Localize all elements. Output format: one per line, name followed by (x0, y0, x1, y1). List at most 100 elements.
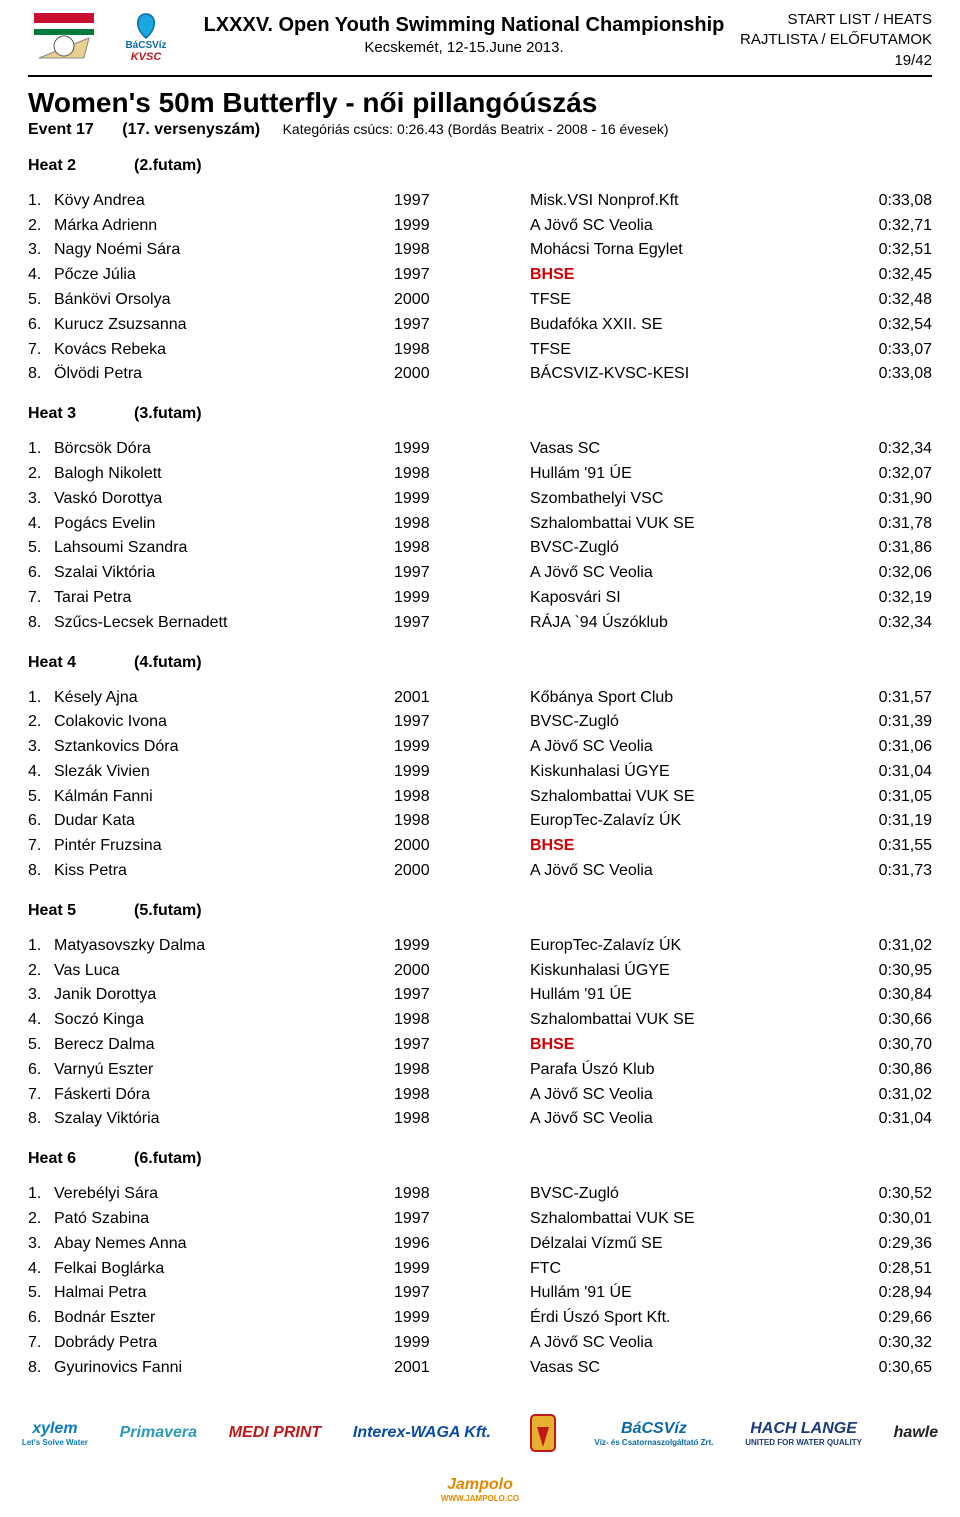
doc-type-en: START LIST / HEATS (732, 10, 932, 30)
table-row: 8.Gyurinovics Fanni2001Vasas SC0:30,65 (28, 1356, 932, 1381)
athlete-name: Colakovic Ivona (54, 710, 394, 735)
event-record: Kategóriás csúcs: 0:26.43 (Bordás Beatri… (283, 121, 669, 137)
entry-time: 0:30,84 (852, 983, 932, 1008)
sponsor-label: Jampolo (441, 1476, 519, 1494)
birth-year: 1998 (394, 512, 530, 537)
lane-number: 1. (28, 189, 54, 214)
lane-number: 1. (28, 1182, 54, 1207)
club-name: FTC (530, 1257, 852, 1282)
table-row: 7.Dobrády Petra1999A Jövő SC Veolia0:30,… (28, 1331, 932, 1356)
entry-time: 0:32,54 (852, 313, 932, 338)
page-header: BáCSVíz KVSC LXXXV. Open Youth Swimming … (28, 10, 932, 77)
table-row: 6.Dudar Kata1998EuropTec-Zalavíz ÚK0:31,… (28, 809, 932, 834)
lane-number: 5. (28, 288, 54, 313)
birth-year: 1998 (394, 1182, 530, 1207)
table-row: 5.Bánkövi Orsolya2000TFSE0:32,48 (28, 288, 932, 313)
lane-number: 2. (28, 959, 54, 984)
athlete-name: Lahsoumi Szandra (54, 536, 394, 561)
lane-number: 6. (28, 1306, 54, 1331)
athlete-name: Vaskó Dorottya (54, 487, 394, 512)
table-row: 5.Kálmán Fanni1998Szhalombattai VUK SE0:… (28, 785, 932, 810)
birth-year: 1999 (394, 487, 530, 512)
table-row: 8.Szalay Viktória1998A Jövő SC Veolia0:3… (28, 1107, 932, 1132)
championship-title: LXXXV. Open Youth Swimming National Cham… (196, 14, 732, 37)
athlete-name: Berecz Dalma (54, 1033, 394, 1058)
lane-number: 3. (28, 487, 54, 512)
athlete-name: Nagy Noémi Sára (54, 238, 394, 263)
athlete-name: Pintér Fruzsina (54, 834, 394, 859)
birth-year: 1998 (394, 238, 530, 263)
lane-number: 4. (28, 1257, 54, 1282)
table-row: 6.Bodnár Eszter1999Érdi Úszó Sport Kft.0… (28, 1306, 932, 1331)
table-row: 2.Balogh Nikolett1998Hullám '91 ÚE0:32,0… (28, 462, 932, 487)
entry-time: 0:30,32 (852, 1331, 932, 1356)
birth-year: 1998 (394, 1083, 530, 1108)
entry-time: 0:32,19 (852, 586, 932, 611)
lane-number: 4. (28, 760, 54, 785)
entry-time: 0:32,06 (852, 561, 932, 586)
lane-number: 2. (28, 214, 54, 239)
table-row: 2.Colakovic Ivona1997BVSC-Zugló0:31,39 (28, 710, 932, 735)
table-row: 1.Késely Ajna2001Kőbánya Sport Club0:31,… (28, 686, 932, 711)
club-name: Kaposvári SI (530, 586, 852, 611)
entry-time: 0:31,55 (852, 834, 932, 859)
birth-year: 1996 (394, 1232, 530, 1257)
athlete-name: Bánkövi Orsolya (54, 288, 394, 313)
sponsor-sublabel: Víz- és Csatornaszolgáltató Zrt. (594, 1438, 713, 1447)
club-name: Délzalai Vízmű SE (530, 1232, 852, 1257)
table-row: 7.Tarai Petra1999Kaposvári SI0:32,19 (28, 586, 932, 611)
club-name: Kőbánya Sport Club (530, 686, 852, 711)
athlete-name: Márka Adrienn (54, 214, 394, 239)
sponsor-footer: xylemLet's Solve WaterPrimaveraMEDI PRIN… (0, 1403, 960, 1517)
birth-year: 1997 (394, 983, 530, 1008)
club-name: BVSC-Zugló (530, 536, 852, 561)
heat-header: Heat 2(2.futam) (28, 157, 932, 175)
birth-year: 2001 (394, 686, 530, 711)
lane-number: 8. (28, 1356, 54, 1381)
birth-year: 1999 (394, 1257, 530, 1282)
sponsor-label: BáCSVíz (594, 1420, 713, 1438)
athlete-name: Bodnár Eszter (54, 1306, 394, 1331)
entry-time: 0:31,05 (852, 785, 932, 810)
entry-time: 0:29,36 (852, 1232, 932, 1257)
club-name: Mohácsi Torna Egylet (530, 238, 852, 263)
lane-number: 1. (28, 437, 54, 462)
club-name: Budafóka XXII. SE (530, 313, 852, 338)
entry-time: 0:31,39 (852, 710, 932, 735)
athlete-name: Börcsök Dóra (54, 437, 394, 462)
birth-year: 1998 (394, 809, 530, 834)
table-row: 4.Slezák Vivien1999Kiskunhalasi ÚGYE0:31… (28, 760, 932, 785)
lane-number: 6. (28, 313, 54, 338)
club-name: BHSE (530, 834, 852, 859)
club-name: Hullám '91 ÚE (530, 1281, 852, 1306)
athlete-name: Matyasovszky Dalma (54, 934, 394, 959)
table-row: 1.Matyasovszky Dalma1999EuropTec-Zalavíz… (28, 934, 932, 959)
lane-number: 3. (28, 238, 54, 263)
entry-time: 0:30,66 (852, 1008, 932, 1033)
birth-year: 1998 (394, 536, 530, 561)
heats-container: Heat 2(2.futam)1.Kövy Andrea1997Misk.VSI… (28, 157, 932, 1381)
event-label: Event 17 (28, 121, 94, 138)
birth-year: 1998 (394, 1058, 530, 1083)
heat-title: Heat 5 (28, 902, 76, 919)
table-row: 3.Nagy Noémi Sára1998Mohácsi Torna Egyle… (28, 238, 932, 263)
birth-year: 1998 (394, 1107, 530, 1132)
sponsor-logo: MEDI PRINT (223, 1420, 327, 1446)
event-title: Women's 50m Butterfly - női pillangóúszá… (28, 87, 932, 119)
heat-subtitle: (4.futam) (134, 654, 202, 671)
table-row: 4.Pogács Evelin1998Szhalombattai VUK SE0… (28, 512, 932, 537)
table-row: 2.Vas Luca2000Kiskunhalasi ÚGYE0:30,95 (28, 959, 932, 984)
heat-subtitle: (5.futam) (134, 902, 202, 919)
athlete-name: Abay Nemes Anna (54, 1232, 394, 1257)
birth-year: 2001 (394, 1356, 530, 1381)
athlete-name: Késely Ajna (54, 686, 394, 711)
club-name: A Jövő SC Veolia (530, 859, 852, 884)
bacsviz-logo-text: BáCSVíz (125, 40, 166, 51)
birth-year: 1997 (394, 1207, 530, 1232)
sponsor-label: HACH LANGE (745, 1420, 862, 1438)
sponsor-label: Primavera (120, 1424, 197, 1442)
club-name: A Jövő SC Veolia (530, 1331, 852, 1356)
lane-number: 4. (28, 263, 54, 288)
sponsor-label: Interex-WAGA Kft. (353, 1424, 491, 1442)
table-row: 5.Halmai Petra1997Hullám '91 ÚE0:28,94 (28, 1281, 932, 1306)
